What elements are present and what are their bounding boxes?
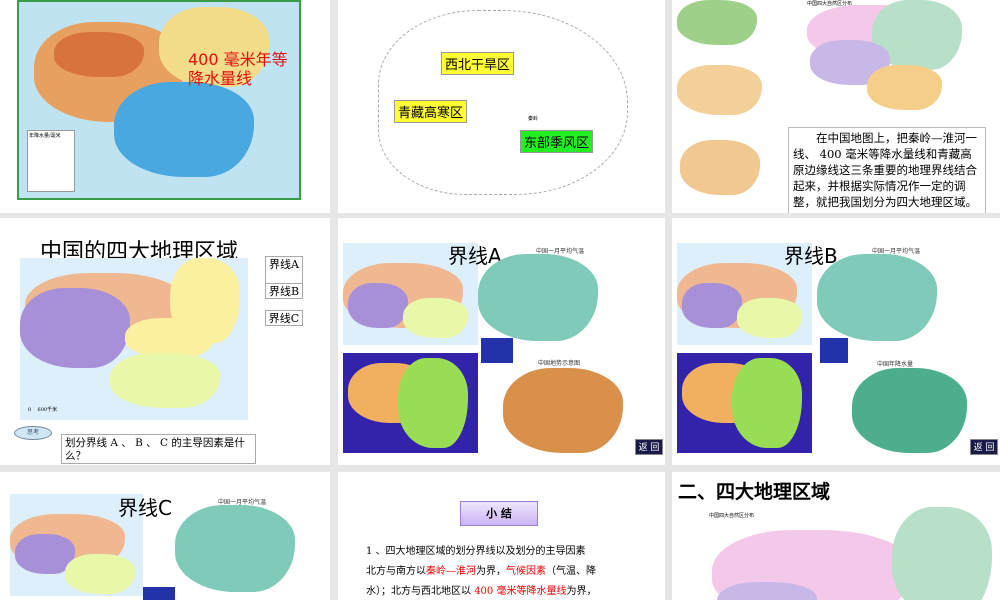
- precipitation-map: 年降水量/毫米: [17, 0, 301, 200]
- slide-title: 二、四大地理区域: [678, 481, 831, 503]
- scale-bar: 0 600千米: [28, 407, 58, 413]
- region-label-qinghai-tibet: 青藏高寒区: [394, 100, 468, 123]
- slide-thumbnail-8[interactable]: 小 结 1 、四大地理区域的划分界线以及划分的主导因素 北方与南方以秦岭—淮河为…: [338, 472, 665, 600]
- think-bubble: 思考: [14, 426, 52, 440]
- summary-textbox: 在中国地图上，把秦岭—淮河一线、 400 毫米等降水量线和青藏高原边缘线这三条重…: [788, 127, 986, 213]
- slide-thumbnail-2[interactable]: 西北干旱区 青藏高寒区 东部季风区 秦岭: [338, 0, 665, 213]
- regions-map: [20, 258, 248, 420]
- question-box: 划分界线 A 、 B 、 C 的主导因素是什么？: [61, 434, 256, 464]
- boundary-c-button[interactable]: 界线C: [265, 310, 303, 326]
- legend-title: 年降水量/毫米: [29, 133, 61, 139]
- slide-thumbnail-4[interactable]: 中国的四大地理区域 0 600千米 界线A 界线B 界线C 思考 划分界线 A …: [0, 218, 330, 465]
- outline-map: [378, 10, 628, 195]
- text: 为界，: [566, 586, 597, 597]
- map-label: 中国一月平均气温: [536, 248, 585, 255]
- region-label-east-monsoon: 东部季风区: [520, 130, 594, 153]
- summary-banner: 小 结: [460, 501, 538, 526]
- slide-thumbnail-3[interactable]: 中国四大自然区分布 在中国地图上，把秦岭—淮河一线、 400 毫米等降水量线和青…: [672, 0, 1000, 213]
- summary-line-1: 1 、四大地理区域的划分界线以及划分的主导因素: [366, 546, 586, 557]
- slide-thumbnail-1[interactable]: 年降水量/毫米 400 毫米年等 降水量线: [0, 0, 330, 213]
- map-title: 中国四大自然区分布: [807, 1, 853, 7]
- boundary-a-button[interactable]: 界线A: [265, 256, 303, 284]
- back-button[interactable]: 返 回: [970, 439, 998, 455]
- qinling-label: 秦岭: [528, 116, 539, 122]
- map-label: 中国地势示意图: [538, 360, 581, 367]
- map-label: 中国一月平均气温: [872, 248, 921, 255]
- slide-title: 界线C: [118, 496, 172, 520]
- summary-line-2: 北方与南方以秦岭—淮河为界，气候因素（气温、降: [366, 562, 596, 577]
- highlight-qinling: 秦岭—淮河: [426, 566, 476, 577]
- slide-thumbnail-9[interactable]: 二、四大地理区域 中国四大自然区分布: [672, 472, 1000, 600]
- slide-thumbnail-6[interactable]: 界线B 中国一月平均气温 中国年降水量 返 回: [672, 218, 1000, 465]
- highlight-climate: 气候因素: [506, 566, 546, 577]
- highlight-400mm: 400 毫米等降水量线: [474, 586, 567, 597]
- precipitation-line-annotation: 400 毫米年等 降水量线: [188, 50, 288, 88]
- region-label-northwest: 西北干旱区: [441, 52, 515, 75]
- boundary-b-button[interactable]: 界线B: [265, 283, 303, 299]
- slide-title: 界线B: [784, 244, 838, 268]
- text: 水）；北方与西北地区以: [366, 586, 475, 597]
- text: 北方与南方以: [366, 566, 426, 577]
- map-label: 中国年降水量: [877, 361, 914, 368]
- map-label: 中国一月平均气温: [218, 499, 267, 506]
- map-title: 中国四大自然区分布: [709, 513, 755, 519]
- back-button[interactable]: 返 回: [635, 439, 663, 455]
- text: （气温、降: [546, 566, 596, 577]
- slide-thumbnail-5[interactable]: 界线A 中国一月平均气温 中国地势示意图 返 回: [338, 218, 665, 465]
- text: 为界，: [476, 566, 506, 577]
- summary-line-3: 水）；北方与西北地区以 400 毫米等降水量线为界，: [366, 582, 596, 597]
- slide-thumbnail-7[interactable]: 界线C 中国一月平均气温: [0, 472, 330, 600]
